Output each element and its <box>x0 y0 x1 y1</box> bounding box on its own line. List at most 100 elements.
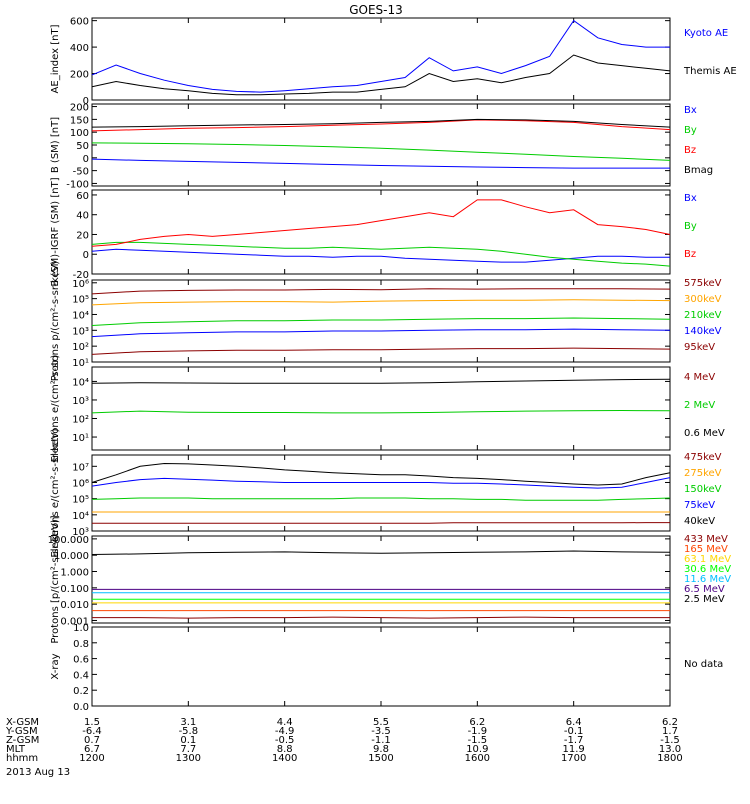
panel-frame <box>91 17 671 101</box>
x-axis-value: 5.5 <box>373 717 389 728</box>
panel-3: 60 40 20 0 -20 B (SM)-IGRF (SM) [nT] Bx By Bz <box>50 177 697 286</box>
series-line-bmag <box>91 118 671 128</box>
series-line-bx <box>91 158 670 169</box>
series-line-2-mev <box>91 409 671 414</box>
x-axis-value: -6.4 <box>82 726 102 737</box>
x-axis-value: 6.2 <box>662 717 678 728</box>
x-axis-value: -5.8 <box>179 726 199 737</box>
panel-7: 0.001 0.010 0.100 1.000 10.000 100.000Protons… <box>48 515 732 643</box>
legend-entry: Bz <box>684 145 696 156</box>
series-line-75kev <box>91 477 671 489</box>
y-tick-label: 0 <box>83 154 89 165</box>
legend-entry: 433 MeV <box>684 534 728 545</box>
y-axis-label: Electrons e/(cm²-s-sr) <box>50 355 61 463</box>
no-data-note: No data <box>684 659 723 670</box>
legend-entry: 75keV <box>684 500 715 511</box>
series-line-2-5-mev <box>91 550 671 555</box>
legend-entry: Bmag <box>684 165 713 176</box>
x-axis-value: -1.9 <box>468 726 488 737</box>
x-axis-value: -0.5 <box>275 735 295 746</box>
legend-entry: 575keV <box>684 278 722 289</box>
y-tick-label: -50 <box>73 167 89 178</box>
legend-entry: 150keV <box>684 484 722 495</box>
y-tick-label: 10⁴ <box>72 511 89 522</box>
panel-frame <box>91 189 671 275</box>
plot-title: GOES-13 <box>349 3 403 17</box>
y-tick-label: 10¹ <box>72 358 89 369</box>
panel-frame <box>91 626 671 707</box>
x-axis-value: 4.4 <box>277 717 293 728</box>
legend-entry: 140keV <box>684 326 722 337</box>
x-axis-value: 11.9 <box>563 744 585 755</box>
x-axis-value: -4.9 <box>275 726 295 737</box>
series-line-kyoto-ae <box>91 19 670 93</box>
y-tick-label: 100 <box>70 128 89 139</box>
series-line-95kev <box>91 347 671 355</box>
series-line-0-6-mev <box>91 378 671 384</box>
x-axis-value: 6.4 <box>566 717 582 728</box>
x-axis-value: 8.8 <box>277 744 293 755</box>
y-tick-label: 10³ <box>72 396 89 407</box>
y-tick-label: 150 <box>70 115 89 126</box>
y-axis-label: X-ray <box>50 653 61 679</box>
y-tick-label: 10⁶ <box>72 478 89 489</box>
x-axis-value: -3.5 <box>371 726 391 737</box>
legend-entry: 0.6 MeV <box>684 428 725 439</box>
panel-frame <box>91 103 671 187</box>
legend-entry: 95keV <box>684 342 715 353</box>
y-tick-label: 1.0 <box>73 623 89 634</box>
date-label: 2013 Aug 13 <box>6 767 70 778</box>
panel-frame <box>91 454 671 532</box>
x-axis-value: 6.7 <box>84 744 100 755</box>
y-tick-label: 1.000 <box>60 568 89 579</box>
y-tick-label: -100 <box>66 179 89 190</box>
x-axis-value: -1.1 <box>371 735 391 746</box>
y-tick-label: 20 <box>76 230 89 241</box>
legend-entry: Themis AE <box>683 66 737 77</box>
legend-entry: Bz <box>684 249 696 260</box>
x-axis-value: 1300 <box>176 753 201 764</box>
x-axis-value: 1400 <box>272 753 297 764</box>
y-tick-label: 10⁵ <box>72 495 89 506</box>
panel-1: 0 200 400 600 AE_index [nT] Kyoto AE Themis AE <box>50 17 737 107</box>
legend-entry: Bx <box>684 193 697 204</box>
legend-entry: 475keV <box>684 452 722 463</box>
y-tick-label: 10.000 <box>54 551 89 562</box>
x-axis-value: 6.2 <box>469 717 485 728</box>
y-tick-label: 10⁶ <box>72 279 89 290</box>
y-tick-label: 10⁴ <box>72 377 89 388</box>
y-tick-label: 0 <box>83 250 89 261</box>
x-axis-value: 1600 <box>465 753 490 764</box>
y-tick-label: -20 <box>73 270 89 281</box>
series-line-by <box>91 142 671 161</box>
series-line-bx <box>91 248 670 263</box>
x-axis-value: -1.5 <box>468 735 488 746</box>
x-axis-value: 3.1 <box>180 717 196 728</box>
y-axis-label: Protons p/(cm²-s-sr-keV) <box>50 261 61 382</box>
y-tick-label: 10⁴ <box>72 310 89 321</box>
series-line-475kev <box>92 522 670 524</box>
x-axis-value: 1800 <box>657 753 682 764</box>
x-axis-value: -1.5 <box>660 735 680 746</box>
x-axis-value: 1.5 <box>84 717 100 728</box>
y-tick-label: 60 <box>76 191 89 202</box>
x-axis-value: 1200 <box>79 753 104 764</box>
y-tick-label: 0 <box>83 96 89 107</box>
y-tick-label: 40 <box>76 211 89 222</box>
legend-entry: By <box>684 125 697 136</box>
y-tick-label: 600 <box>70 17 89 28</box>
y-tick-label: 200 <box>70 103 89 114</box>
y-tick-label: 10³ <box>72 527 89 538</box>
y-tick-label: 10² <box>72 415 89 426</box>
legend-entry: 165 MeV <box>684 544 728 555</box>
y-tick-label: 0.6 <box>73 655 89 666</box>
y-axis-label: AE_index [nT] <box>50 24 61 93</box>
legend-entry: 2.5 MeV <box>684 594 725 605</box>
y-tick-label: 10⁵ <box>72 295 89 306</box>
x-axis-row-label: Z-GSM <box>6 735 39 746</box>
